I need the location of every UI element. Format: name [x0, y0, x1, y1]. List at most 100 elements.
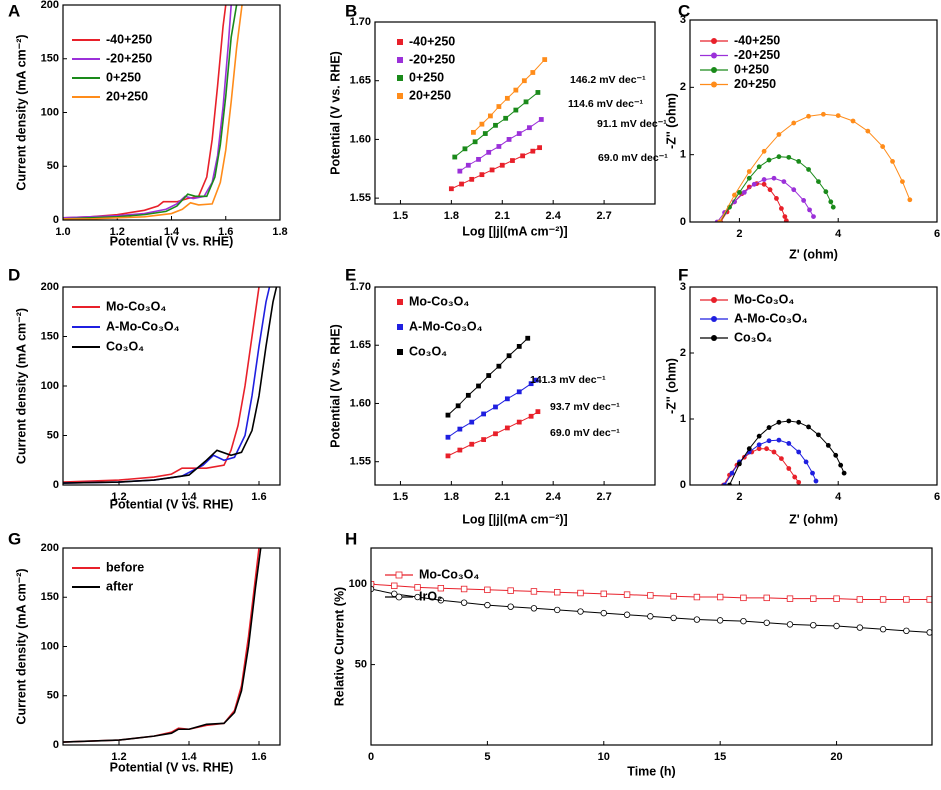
- legend-label: A-Mo-Co₃O₄: [106, 319, 180, 333]
- marker: [554, 589, 561, 596]
- marker: [489, 167, 495, 173]
- marker: [670, 614, 677, 622]
- legend-label: A-Mo-Co₃O₄: [409, 319, 483, 333]
- marker: [506, 137, 512, 142]
- marker: [926, 629, 932, 636]
- panel-label: H: [345, 529, 357, 548]
- marker: [806, 113, 811, 119]
- plot-frame: [62, 286, 281, 486]
- legend-label: Co₃O₄: [734, 330, 772, 344]
- x-tick-label: 20: [830, 751, 842, 763]
- marker: [445, 434, 451, 440]
- y-tick-label: 0: [680, 216, 686, 228]
- legend-label: Co₃O₄: [106, 339, 144, 353]
- y-axis-label: Current density (mA cm⁻²): [14, 568, 28, 724]
- marker: [504, 425, 510, 431]
- y-tick-label: 1.65: [350, 75, 371, 87]
- marker: [530, 148, 536, 154]
- x-axis-label: Log [|j|(mA cm⁻²)]: [462, 512, 567, 526]
- marker: [520, 153, 526, 159]
- y-tick-label: 2: [680, 81, 686, 93]
- marker: [820, 111, 826, 117]
- series-line: [63, 548, 262, 743]
- x-tick-label: 1.4: [181, 751, 197, 763]
- panel: C 2 4 6 0 1 2 3 Z' (ohm) -Z'' (ohm) -40+250-20+250…: [664, 1, 940, 261]
- marker: [486, 373, 492, 378]
- marker: [457, 447, 463, 453]
- marker: [879, 596, 887, 603]
- plot-area: [448, 57, 548, 192]
- plot-area: [371, 580, 932, 636]
- y-tick-label: 1.55: [350, 192, 371, 204]
- marker: [716, 593, 724, 601]
- marker: [856, 596, 864, 603]
- marker: [496, 144, 502, 149]
- marker: [900, 179, 905, 185]
- annotation: 69.0 mV dec⁻¹: [598, 152, 668, 164]
- marker: [786, 154, 792, 160]
- y-tick-label: 1.65: [350, 339, 371, 351]
- panel-label: B: [345, 1, 357, 20]
- marker: [766, 157, 772, 163]
- marker: [761, 148, 767, 154]
- marker: [496, 104, 502, 109]
- legend-label: 20+250: [106, 89, 148, 103]
- marker: [623, 591, 631, 598]
- marker: [746, 175, 752, 181]
- marker: [600, 609, 607, 617]
- marker: [783, 218, 789, 222]
- y-tick-label: 100: [41, 380, 59, 392]
- x-tick-label: 1.6: [251, 491, 266, 503]
- legend-label: after: [106, 579, 133, 593]
- x-tick-label: 1.6: [251, 751, 266, 763]
- marker: [391, 582, 398, 589]
- legend-marker: [711, 335, 717, 341]
- marker: [457, 426, 463, 432]
- x-tick-label: 1.8: [444, 210, 459, 222]
- y-tick-label: 1.70: [350, 16, 371, 28]
- x-tick-label: 6: [934, 491, 940, 503]
- legend-marker: [397, 349, 403, 355]
- marker: [792, 474, 798, 480]
- y-tick-label: 150: [41, 53, 59, 65]
- y-tick-label: 0: [53, 739, 59, 751]
- marker: [693, 593, 701, 601]
- panel: E 1.5 1.8 2.1 2.4 2.7 1.55 1.60 1.65 1.70 Log [|j|…: [328, 265, 656, 526]
- x-tick-label: 1.0: [55, 226, 70, 238]
- x-axis-label: Z' (ohm): [789, 247, 838, 261]
- marker: [766, 438, 772, 444]
- annotation: 93.7 mV dec⁻¹: [550, 401, 620, 413]
- marker: [761, 181, 767, 187]
- x-axis-label: Potential (V vs. RHE): [110, 760, 234, 774]
- marker: [907, 197, 913, 203]
- series-line: [63, 5, 232, 219]
- panel-label: A: [8, 1, 20, 20]
- panel: H 0 5 10 15 20 50 100 Time (h) Relative Current (…: [332, 529, 933, 778]
- marker: [437, 597, 445, 604]
- marker: [816, 179, 821, 185]
- marker: [448, 186, 454, 192]
- marker: [499, 162, 505, 168]
- annotation: 141.3 mV dec⁻¹: [530, 374, 606, 386]
- marker: [503, 115, 509, 121]
- marker: [756, 442, 762, 448]
- marker: [437, 585, 445, 592]
- annotation: 69.0 mV dec⁻¹: [550, 427, 620, 439]
- x-tick-label: 2.7: [596, 210, 611, 222]
- marker: [469, 419, 475, 425]
- y-tick-label: 1.55: [350, 456, 371, 468]
- marker: [460, 585, 468, 593]
- marker: [481, 411, 487, 417]
- y-tick-label: 2: [680, 347, 686, 359]
- legend-label: 0+250: [409, 70, 444, 84]
- marker: [778, 206, 784, 211]
- marker: [801, 198, 807, 203]
- panel-label: D: [8, 265, 20, 284]
- marker: [740, 617, 747, 625]
- marker: [577, 608, 584, 615]
- x-tick-label: 1.5: [393, 491, 408, 503]
- marker: [530, 70, 536, 75]
- marker: [865, 128, 871, 134]
- plot-area: [63, 5, 243, 220]
- y-axis-label: Current density (mA cm⁻²): [14, 308, 28, 464]
